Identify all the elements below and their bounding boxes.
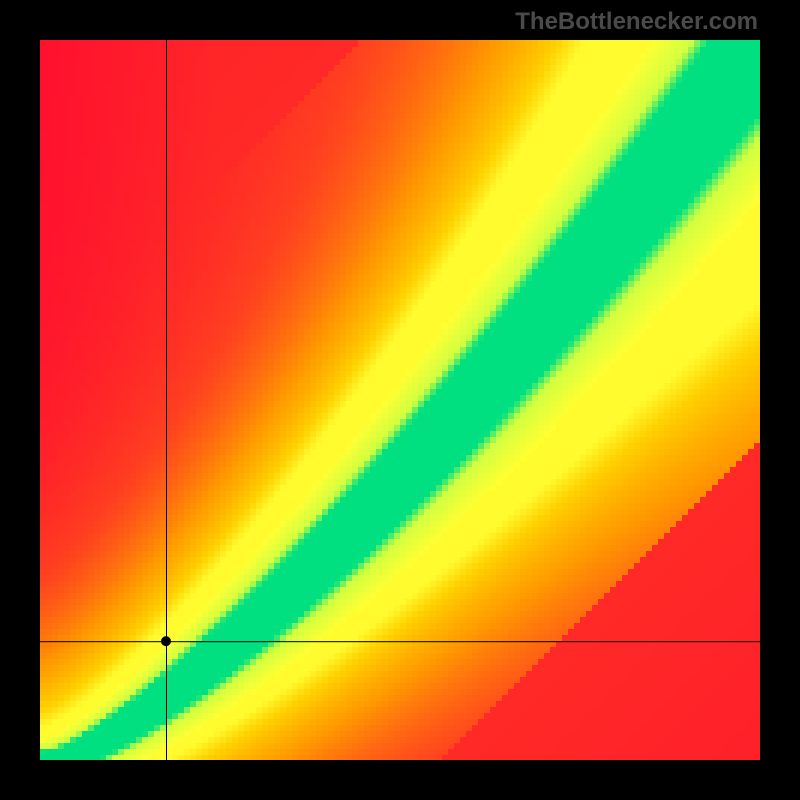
heatmap-canvas [40, 40, 760, 760]
chart-container: TheBottlenecker.com [0, 0, 800, 800]
watermark-text: TheBottlenecker.com [515, 8, 758, 36]
heatmap-plot [40, 40, 760, 760]
